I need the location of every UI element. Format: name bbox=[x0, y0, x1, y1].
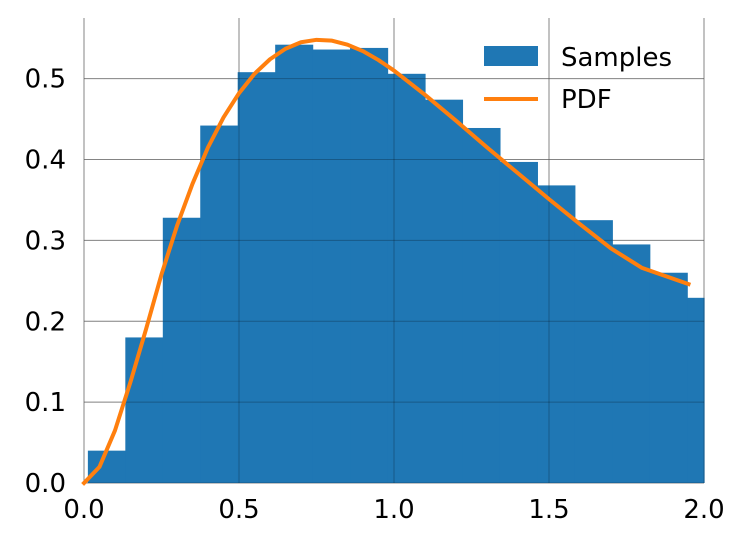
histogram-bar bbox=[200, 125, 239, 483]
pdf-line bbox=[81, 37, 692, 486]
histogram-bar bbox=[237, 72, 276, 483]
legend-swatch-samples bbox=[484, 46, 538, 66]
histogram-bars bbox=[87, 44, 705, 484]
histogram-bar bbox=[499, 161, 538, 484]
histogram-bar bbox=[537, 185, 576, 483]
y-tick-label: 0.5 bbox=[25, 65, 66, 95]
x-tick-label: 0.0 bbox=[63, 495, 104, 525]
histogram-bar bbox=[612, 244, 651, 483]
y-tick-label: 0.4 bbox=[25, 146, 66, 176]
histogram-bar bbox=[87, 450, 126, 483]
x-tick-label: 1.0 bbox=[373, 495, 414, 525]
histogram-bar bbox=[387, 73, 426, 484]
legend: Samples PDF bbox=[484, 43, 672, 115]
histogram-bar bbox=[425, 99, 464, 484]
y-tick-label: 0.0 bbox=[25, 469, 66, 499]
x-tick-label: 2.0 bbox=[683, 495, 724, 525]
histogram-bar bbox=[687, 297, 705, 483]
histogram-bar bbox=[350, 47, 389, 483]
legend-label-samples: Samples bbox=[561, 43, 672, 73]
histogram-bar bbox=[125, 337, 164, 483]
x-tick-label: 0.5 bbox=[218, 495, 259, 525]
histogram-bar bbox=[312, 49, 351, 484]
histogram-bar bbox=[162, 217, 201, 483]
y-tick-label: 0.1 bbox=[25, 388, 66, 418]
histogram-bar bbox=[275, 44, 314, 484]
histogram-bar bbox=[462, 127, 501, 483]
histogram-bar bbox=[574, 220, 613, 483]
histogram-bar bbox=[649, 272, 688, 483]
y-tick-label: 0.2 bbox=[25, 307, 66, 337]
tick-labels: 0.0 0.5 1.0 1.5 2.0 0.0 0.1 0.2 0.3 0.4 0.5 bbox=[25, 65, 725, 525]
legend-label-pdf: PDF bbox=[561, 85, 612, 115]
y-tick-label: 0.3 bbox=[25, 226, 66, 256]
x-tick-label: 1.5 bbox=[528, 495, 569, 525]
pdf-line-layer bbox=[81, 37, 692, 486]
